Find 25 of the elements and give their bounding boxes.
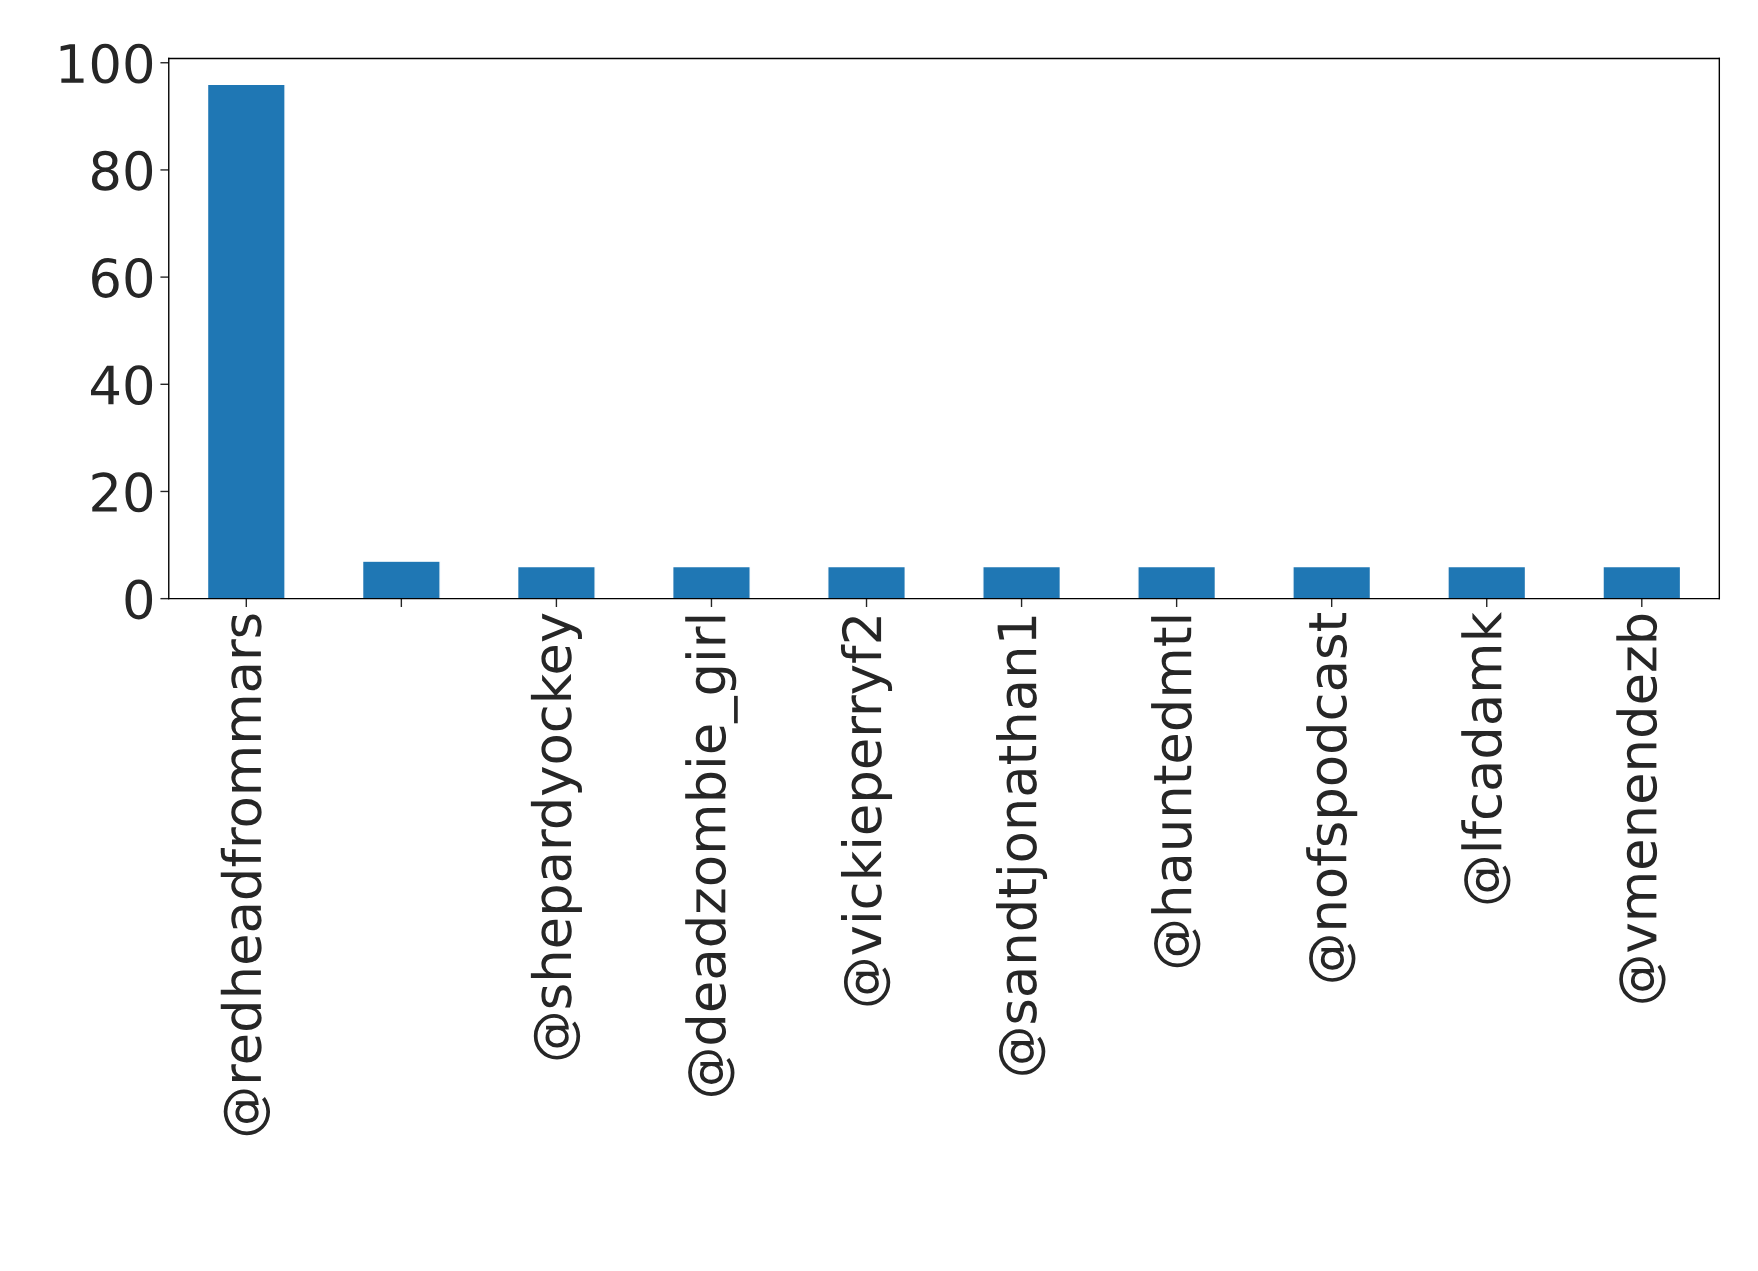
x-tick-label: @lfcadamk: [1461, 611, 1511, 904]
y-tick-label: 0: [125, 579, 153, 620]
bar: [672, 565, 751, 599]
x-tick-label: @hauntedmtl: [1151, 616, 1201, 968]
x-tick-label: @vickieperryf2: [840, 617, 893, 1006]
bar: [827, 565, 906, 599]
y-tick-label: 80: [91, 150, 153, 191]
x-tick-label: @shepardyockey: [530, 613, 582, 1060]
x-tick-label: @vmenendezb: [1616, 614, 1666, 1003]
y-tick-label: 40: [90, 365, 153, 406]
x-tick-label: @deadzombie_girl: [685, 616, 738, 1096]
bar: [361, 560, 441, 599]
bar: [1292, 565, 1372, 599]
y-tick-label: 100: [60, 43, 153, 84]
bar: [982, 565, 1062, 599]
bar: [1137, 565, 1217, 599]
x-tick-label: @nofspodcast: [1306, 613, 1358, 982]
bar: [1447, 565, 1527, 599]
y-tick-label: 60: [92, 257, 153, 298]
y-tick-label: 20: [92, 472, 153, 513]
bar: [1602, 565, 1682, 599]
x-tick-label: @redheadfrommars: [220, 614, 271, 1136]
x-tick-label: @sandtjonathan1: [996, 616, 1048, 1075]
bar: [516, 565, 596, 599]
bar: [206, 83, 286, 599]
